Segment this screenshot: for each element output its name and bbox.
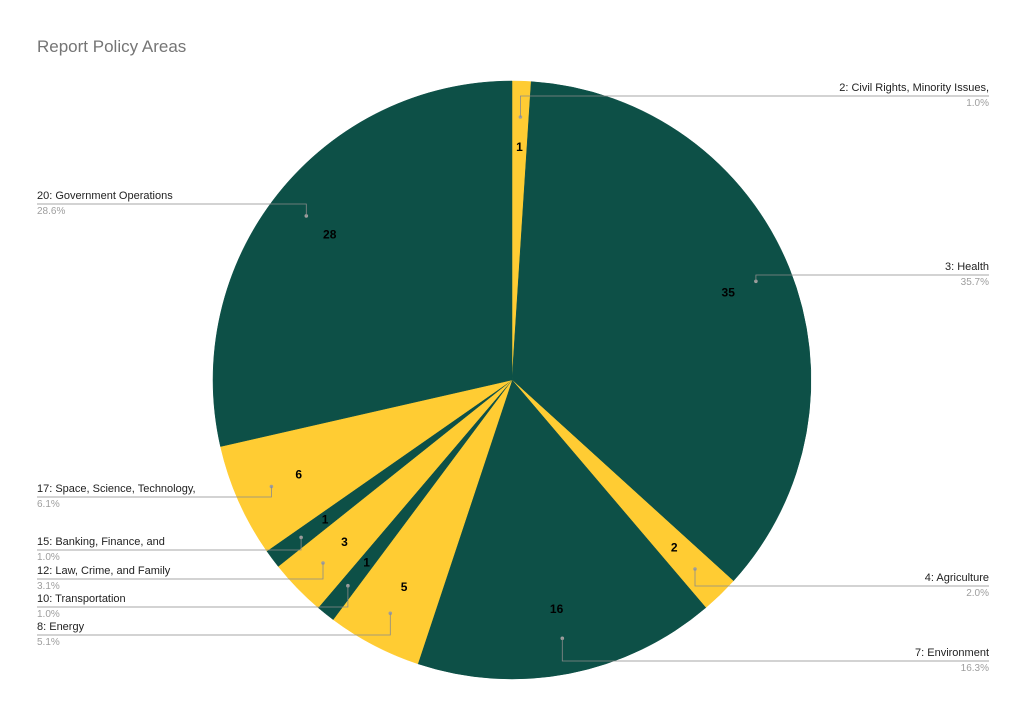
leader-line bbox=[561, 638, 989, 662]
slice-name-label: 3: Health bbox=[945, 261, 989, 273]
slice-percent-label: 3.1% bbox=[37, 581, 60, 592]
slice-name-label: 20: Government Operations bbox=[37, 190, 173, 202]
leader-line bbox=[694, 569, 989, 587]
slice-value-label: 1 bbox=[322, 513, 329, 527]
leader-line bbox=[37, 585, 349, 608]
slice-percent-label: 2.0% bbox=[966, 588, 989, 599]
slice-name-label: 17: Space, Science, Technology, bbox=[37, 483, 196, 495]
leader-line bbox=[37, 537, 302, 551]
slice-percent-label: 1.0% bbox=[966, 98, 989, 109]
leader-line bbox=[37, 613, 391, 636]
slice-name-label: 4: Agriculture bbox=[925, 572, 989, 584]
slice-value-label: 5 bbox=[401, 580, 408, 594]
slice-value-label: 1 bbox=[363, 555, 370, 569]
slice-value-label: 28 bbox=[323, 228, 337, 242]
leader-line bbox=[755, 274, 989, 282]
slice-percent-label: 6.1% bbox=[37, 499, 60, 510]
slice-percent-label: 16.3% bbox=[961, 663, 989, 674]
slice-name-label: 12: Law, Crime, and Family bbox=[37, 565, 171, 577]
slice-name-label: 2: Civil Rights, Minority Issues, bbox=[839, 82, 989, 94]
pie-slice bbox=[212, 80, 513, 447]
slice-percent-label: 35.7% bbox=[961, 277, 989, 288]
slice-value-label: 3 bbox=[341, 535, 348, 549]
leader-line bbox=[37, 203, 307, 216]
slice-name-label: 7: Environment bbox=[915, 647, 989, 659]
slice-percent-label: 28.6% bbox=[37, 206, 65, 217]
slice-value-label: 16 bbox=[550, 602, 564, 616]
pie-slice bbox=[511, 81, 812, 582]
leader-line bbox=[520, 95, 989, 117]
slice-value-label: 35 bbox=[722, 286, 736, 300]
slice-percent-label: 1.0% bbox=[37, 609, 60, 620]
chart-title: Report Policy Areas bbox=[37, 37, 187, 56]
leader-line bbox=[37, 563, 324, 580]
slice-name-label: 10: Transportation bbox=[37, 593, 126, 605]
slice-value-label: 1 bbox=[516, 140, 523, 154]
slice-name-label: 15: Banking, Finance, and bbox=[37, 536, 165, 548]
slice-name-label: 8: Energy bbox=[37, 621, 85, 633]
slice-percent-label: 5.1% bbox=[37, 637, 60, 648]
leader-line bbox=[37, 486, 272, 498]
slice-percent-label: 1.0% bbox=[37, 552, 60, 563]
slice-value-label: 6 bbox=[295, 467, 302, 481]
slice-value-label: 2 bbox=[671, 541, 678, 555]
pie-slice bbox=[417, 379, 707, 680]
